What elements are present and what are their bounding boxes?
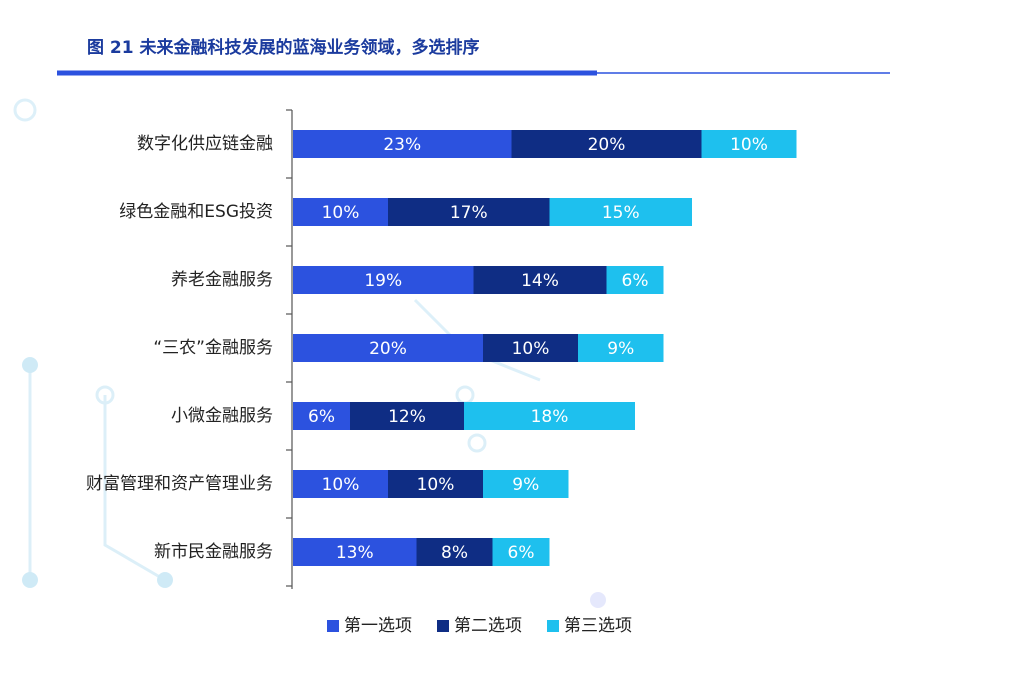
value-label: 10% [322, 203, 360, 223]
bar-segment [473, 266, 607, 294]
value-label: 10% [417, 475, 455, 495]
value-label: 12% [388, 407, 426, 427]
y-tick-label: “三农”金融服务 [153, 338, 273, 358]
value-label: 6% [508, 543, 535, 563]
legend-swatch [547, 620, 559, 632]
value-label: 8% [441, 543, 468, 563]
bar-segment [388, 198, 550, 226]
bar-segment [293, 538, 417, 566]
value-label: 6% [308, 407, 335, 427]
chart-title: 图 21 未来金融科技发展的蓝海业务领域，多选排序 [87, 37, 480, 58]
value-label: 14% [521, 271, 559, 291]
bar-segment [464, 402, 635, 430]
value-label: 20% [369, 339, 407, 359]
bar-segment [492, 538, 550, 566]
bar-segment [416, 538, 493, 566]
value-label: 13% [336, 543, 374, 563]
bar-segment [578, 334, 664, 362]
bar-segment [511, 130, 702, 158]
bar-segment [549, 198, 692, 226]
value-label: 9% [607, 339, 634, 359]
bar-segment [483, 470, 569, 498]
y-tick-label: 养老金融服务 [171, 270, 273, 290]
bar-segment [606, 266, 664, 294]
background-decoration [13, 98, 606, 608]
legend-label: 第一选项 [344, 616, 412, 636]
value-label: 17% [450, 203, 488, 223]
value-label: 10% [322, 475, 360, 495]
value-label: 10% [512, 339, 550, 359]
value-label: 10% [730, 135, 768, 155]
y-tick-label: 新市民金融服务 [154, 542, 273, 562]
bar-segment [483, 334, 578, 362]
value-label: 6% [622, 271, 649, 291]
legend-label: 第三选项 [564, 616, 632, 636]
bar-segment [293, 130, 512, 158]
value-label: 20% [588, 135, 626, 155]
bar-segment [388, 470, 483, 498]
bar-segment [293, 470, 388, 498]
value-label: 15% [602, 203, 640, 223]
bar-segment [293, 402, 350, 430]
bar-segment [293, 198, 388, 226]
legend-label: 第二选项 [454, 616, 522, 636]
y-tick-label: 数字化供应链金融 [137, 134, 273, 154]
value-label: 19% [364, 271, 402, 291]
bar-segment [701, 130, 797, 158]
value-label: 9% [512, 475, 539, 495]
bar-segment [293, 266, 474, 294]
legend-swatch [327, 620, 339, 632]
value-label: 18% [531, 407, 569, 427]
value-label: 23% [383, 135, 421, 155]
y-tick-label: 小微金融服务 [171, 406, 273, 426]
legend-swatch [437, 620, 449, 632]
y-tick-label: 绿色金融和ESG投资 [119, 202, 273, 222]
y-tick-label: 财富管理和资产管理业务 [86, 474, 273, 494]
bar-segment [350, 402, 464, 430]
bar-segment [293, 334, 483, 362]
